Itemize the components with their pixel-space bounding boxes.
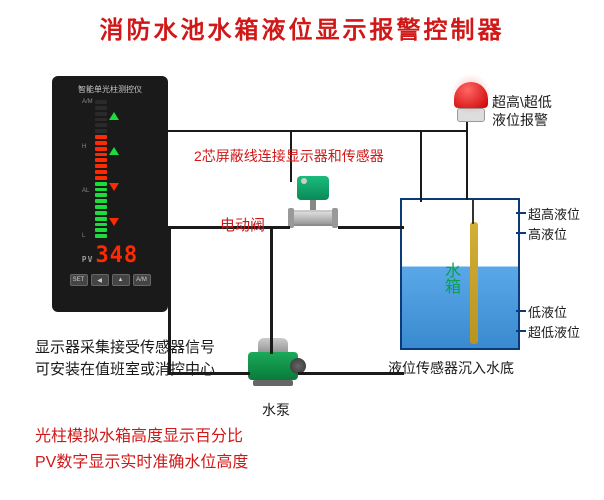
- wire-segment: [338, 226, 404, 229]
- note-4: PV数字显示实时准确水位高度: [35, 448, 248, 472]
- bar-segment: [95, 123, 107, 127]
- note-2: 可安装在值班室或消控中心: [35, 358, 215, 379]
- up-button[interactable]: ▲: [112, 274, 130, 286]
- cable-label: 2芯屏蔽线连接显示器和传感器: [194, 146, 384, 166]
- valve-flange-icon: [332, 208, 338, 228]
- bar-segment: [95, 223, 107, 227]
- wire-segment: [270, 228, 273, 354]
- arrow-down-icon: [109, 183, 119, 191]
- valve-label: 电动阀: [220, 214, 265, 235]
- pv-label: PV: [82, 255, 94, 264]
- bar-segment: [95, 164, 107, 168]
- note-3: 光柱模拟水箱高度显示百分比: [35, 422, 243, 446]
- alarm-dome-icon: [454, 82, 488, 108]
- valve-actuator-icon: [297, 176, 329, 200]
- water-pump: [248, 352, 298, 386]
- bar-segment: [95, 199, 107, 203]
- pv-value: 348: [95, 243, 138, 268]
- page-title: 消防水池水箱液位显示报警控制器: [0, 10, 604, 45]
- valve-stem-icon: [310, 200, 316, 210]
- level-sensor-probe: [470, 222, 478, 344]
- valve-pipe-icon: [294, 212, 332, 224]
- bar-segment: [95, 141, 107, 145]
- valve-body-icon: [288, 210, 338, 226]
- alarm-label-1: 超高\超低: [492, 92, 552, 112]
- bar-segment: [95, 106, 107, 110]
- pump-body-icon: [248, 352, 298, 380]
- level-tick-hh: [516, 212, 526, 214]
- wire-segment: [420, 130, 422, 202]
- bar-arrows: [109, 99, 119, 239]
- arrow-up-icon: [109, 147, 119, 155]
- arrow-down-icon: [109, 218, 119, 226]
- alarm-label-2: 液位报警: [492, 110, 548, 130]
- am-button[interactable]: A/M: [133, 274, 151, 286]
- lbl-h: H: [82, 144, 93, 150]
- bar-segment: [95, 217, 107, 221]
- sensor-cable: [472, 198, 474, 224]
- bar-segment: [95, 100, 107, 104]
- bar-side-labels: A/M H AL L: [82, 99, 93, 239]
- left-button[interactable]: ◀: [91, 274, 109, 286]
- electric-valve: [288, 176, 338, 226]
- bar-segment: [95, 147, 107, 151]
- bar-segment: [95, 129, 107, 133]
- bar-segment: [95, 170, 107, 174]
- valve-knob-icon: [301, 178, 307, 184]
- wire-segment: [466, 122, 468, 200]
- controller-panel: 智能单光柱测控仪 A/M H AL L PV 348 SET ◀ ▲ A/M: [52, 76, 168, 312]
- bar-segment: [95, 234, 107, 238]
- arrow-up-icon: [109, 112, 119, 120]
- bar-segment: [95, 158, 107, 162]
- level-tick-ll: [516, 330, 526, 332]
- bar-segment: [95, 228, 107, 232]
- alarm-light: [454, 82, 488, 122]
- controller-header: 智能单光柱测控仪: [60, 84, 160, 95]
- level-label-ll: 超低液位: [528, 322, 580, 341]
- lbl-am: A/M: [82, 99, 93, 105]
- level-tick-h: [516, 232, 526, 234]
- controller-buttons: SET ◀ ▲ A/M: [60, 274, 160, 286]
- pv-display: PV 348: [60, 243, 160, 268]
- bar-segment: [95, 182, 107, 186]
- bar-segment: [95, 135, 107, 139]
- sensor-note: 液位传感器沉入水底: [388, 358, 514, 378]
- pump-base-icon: [253, 380, 293, 386]
- bar-segment: [95, 205, 107, 209]
- bar-segment: [95, 118, 107, 122]
- level-label-h: 高液位: [528, 224, 567, 243]
- level-tick-l: [516, 310, 526, 312]
- bar-segment: [95, 112, 107, 116]
- level-label-l: 低液位: [528, 302, 567, 321]
- pump-label: 水泵: [262, 400, 290, 420]
- tank-label: 水箱: [438, 262, 462, 294]
- bar-segment: [95, 211, 107, 215]
- note-1: 显示器采集接受传感器信号: [35, 336, 215, 357]
- bar-segment: [95, 153, 107, 157]
- bar-column: [95, 99, 107, 239]
- wire-segment: [168, 130, 468, 132]
- bar-segment: [95, 188, 107, 192]
- bar-segment: [95, 193, 107, 197]
- lbl-l: L: [82, 233, 93, 239]
- level-label-hh: 超高液位: [528, 204, 580, 223]
- bar-segment: [95, 176, 107, 180]
- set-button[interactable]: SET: [70, 274, 88, 286]
- bargraph: A/M H AL L: [82, 99, 138, 239]
- lbl-al: AL: [82, 188, 93, 194]
